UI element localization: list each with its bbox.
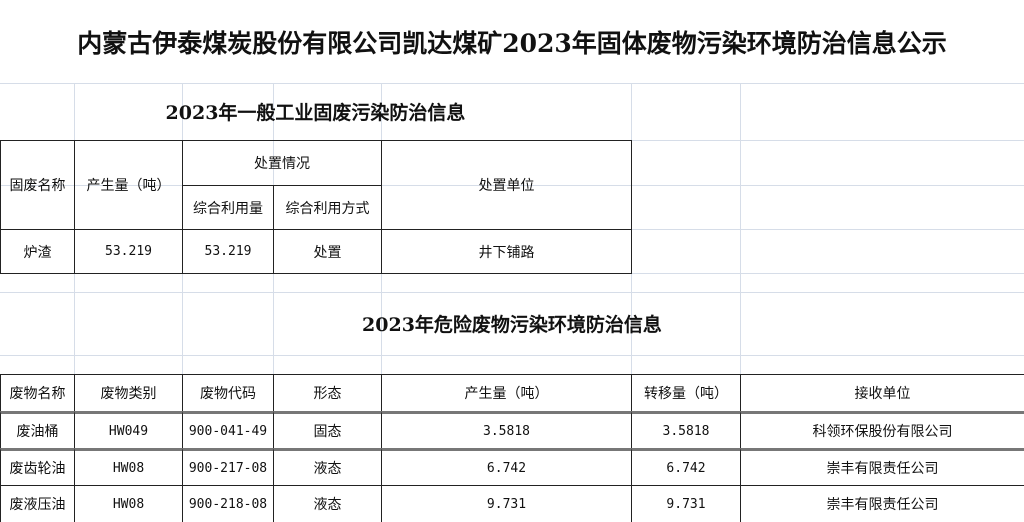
hazardous-header-cell: 接收单位 <box>740 374 1024 412</box>
gridline <box>74 83 75 522</box>
hazardous-cell: 9.731 <box>631 485 741 522</box>
general-cell-use-method: 处置 <box>273 229 382 274</box>
hazardous-cell: 液态 <box>273 448 382 486</box>
hazardous-header-cell: 废物代码 <box>182 374 274 412</box>
hazardous-cell: 3.5818 <box>631 411 741 449</box>
gridline <box>0 185 1024 186</box>
hazardous-cell: 固态 <box>273 411 382 449</box>
general-cell-name: 炉渣 <box>0 229 75 274</box>
hazardous-cell: 6.742 <box>631 448 741 486</box>
header-amount: 产生量（吨） <box>74 140 183 230</box>
hazardous-header-cell: 形态 <box>273 374 382 412</box>
hazardous-cell: 6.742 <box>381 448 632 486</box>
hazardous-header-cell: 废物类别 <box>74 374 183 412</box>
hazardous-cell: 9.731 <box>381 485 632 522</box>
general-cell-amount: 53.219 <box>74 229 183 274</box>
general-section-title: 2023年一般工业固废污染防治信息 <box>165 102 466 124</box>
hazardous-cell: 崇丰有限责任公司 <box>740 448 1024 486</box>
hazardous-cell: 900-218-08 <box>182 485 274 522</box>
header-disposal: 处置情况 <box>182 140 382 186</box>
gridline <box>0 355 1024 356</box>
header-name: 固废名称 <box>0 140 75 230</box>
gridline <box>381 83 382 522</box>
hazardous-cell: 废油桶 <box>0 411 75 449</box>
gridline <box>0 83 1024 84</box>
general-cell-unit: 井下铺路 <box>381 229 632 274</box>
hazardous-header-cell: 产生量（吨） <box>381 374 632 412</box>
general-cell-use-amount: 53.219 <box>182 229 274 274</box>
hazardous-section-title: 2023年危险废物污染环境防治信息 <box>362 314 662 336</box>
hazardous-cell: HW08 <box>74 485 183 522</box>
hazardous-cell: 废齿轮油 <box>0 448 75 486</box>
header-unit: 处置单位 <box>381 140 632 230</box>
hazardous-cell: 液态 <box>273 485 382 522</box>
hazardous-cell: 3.5818 <box>381 411 632 449</box>
page-title: 内蒙古伊泰煤炭股份有限公司凯达煤矿2023年固体废物污染环境防治信息公示 <box>77 28 947 58</box>
hazardous-cell: 废液压油 <box>0 485 75 522</box>
hazardous-cell: 900-217-08 <box>182 448 274 486</box>
hazardous-header-cell: 废物名称 <box>0 374 75 412</box>
gridline <box>631 83 632 522</box>
gridline <box>182 83 183 522</box>
gridline <box>0 292 1024 293</box>
gridline <box>273 83 274 522</box>
hazardous-cell: HW049 <box>74 411 183 449</box>
gridline <box>740 83 741 522</box>
header-use-method: 综合利用方式 <box>273 185 382 230</box>
header-use-amount: 综合利用量 <box>182 185 274 230</box>
hazardous-header-cell: 转移量（吨） <box>631 374 741 412</box>
hazardous-cell: 科领环保股份有限公司 <box>740 411 1024 449</box>
hazardous-cell: HW08 <box>74 448 183 486</box>
hazardous-cell: 900-041-49 <box>182 411 274 449</box>
hazardous-cell: 崇丰有限责任公司 <box>740 485 1024 522</box>
